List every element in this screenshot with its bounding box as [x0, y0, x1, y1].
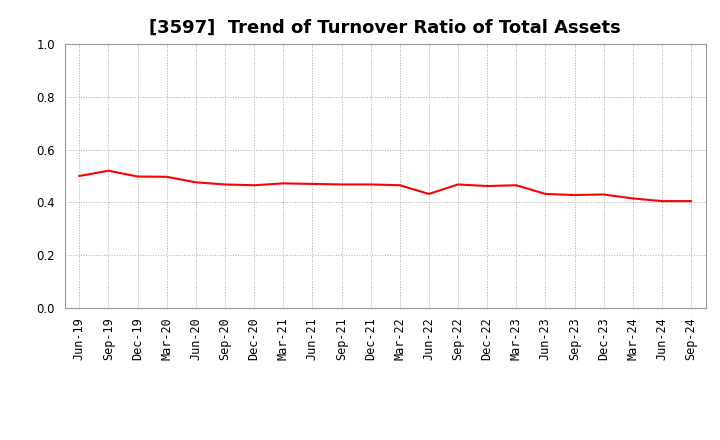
Title: [3597]  Trend of Turnover Ratio of Total Assets: [3597] Trend of Turnover Ratio of Total …: [149, 19, 621, 37]
